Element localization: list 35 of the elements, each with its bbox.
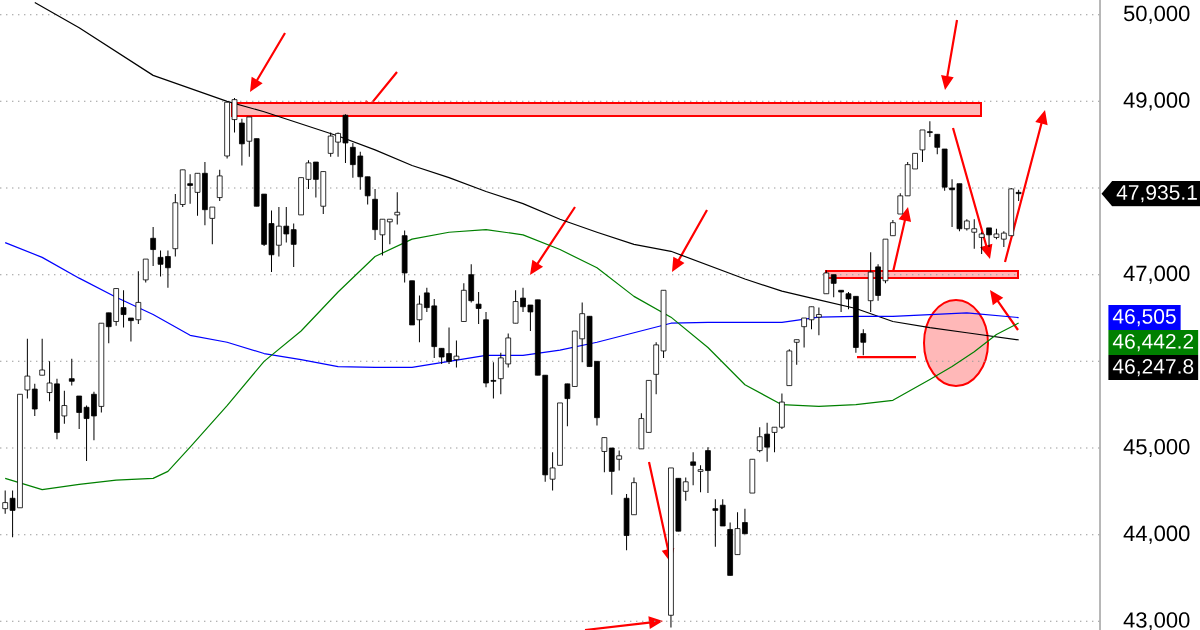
candlestick — [24, 338, 31, 400]
candlestick — [823, 269, 830, 295]
candlestick — [31, 383, 38, 417]
candlestick — [394, 191, 401, 225]
candlestick — [150, 226, 156, 267]
text: 46,442.2 — [1112, 333, 1194, 352]
candlestick — [142, 258, 149, 283]
candlestick — [601, 437, 608, 473]
text: 46,505 — [1112, 308, 1176, 327]
y-tick-label: 45,000 — [1123, 438, 1190, 458]
candlestick — [39, 338, 46, 376]
candlestick — [549, 451, 556, 491]
candlestick — [682, 476, 689, 502]
candlestick — [830, 274, 837, 298]
y-tick-label: 50,000 — [1123, 5, 1190, 24]
candlestick — [475, 291, 482, 325]
candlestick — [712, 498, 719, 548]
candlestick — [564, 383, 571, 427]
candlestick — [290, 223, 297, 268]
y-tick-label: 44,000 — [1123, 525, 1190, 544]
text: 46,247.8 — [1112, 358, 1194, 377]
candlestick — [793, 339, 800, 366]
candlestick — [897, 192, 904, 215]
candlestick — [838, 289, 844, 313]
text: 47,935.1 — [1116, 184, 1197, 203]
y-tick-label: 49,000 — [1123, 92, 1190, 111]
candlestick — [934, 133, 941, 155]
candlestick — [216, 169, 223, 202]
y-tick-label: 47,000 — [1123, 265, 1190, 284]
candlestick — [690, 451, 696, 486]
y-tick-label: 43,000 — [1123, 612, 1190, 630]
candlestick — [719, 498, 726, 527]
candlestick — [68, 358, 75, 387]
line-series — [4, 229, 1020, 491]
candlestick — [364, 176, 371, 205]
